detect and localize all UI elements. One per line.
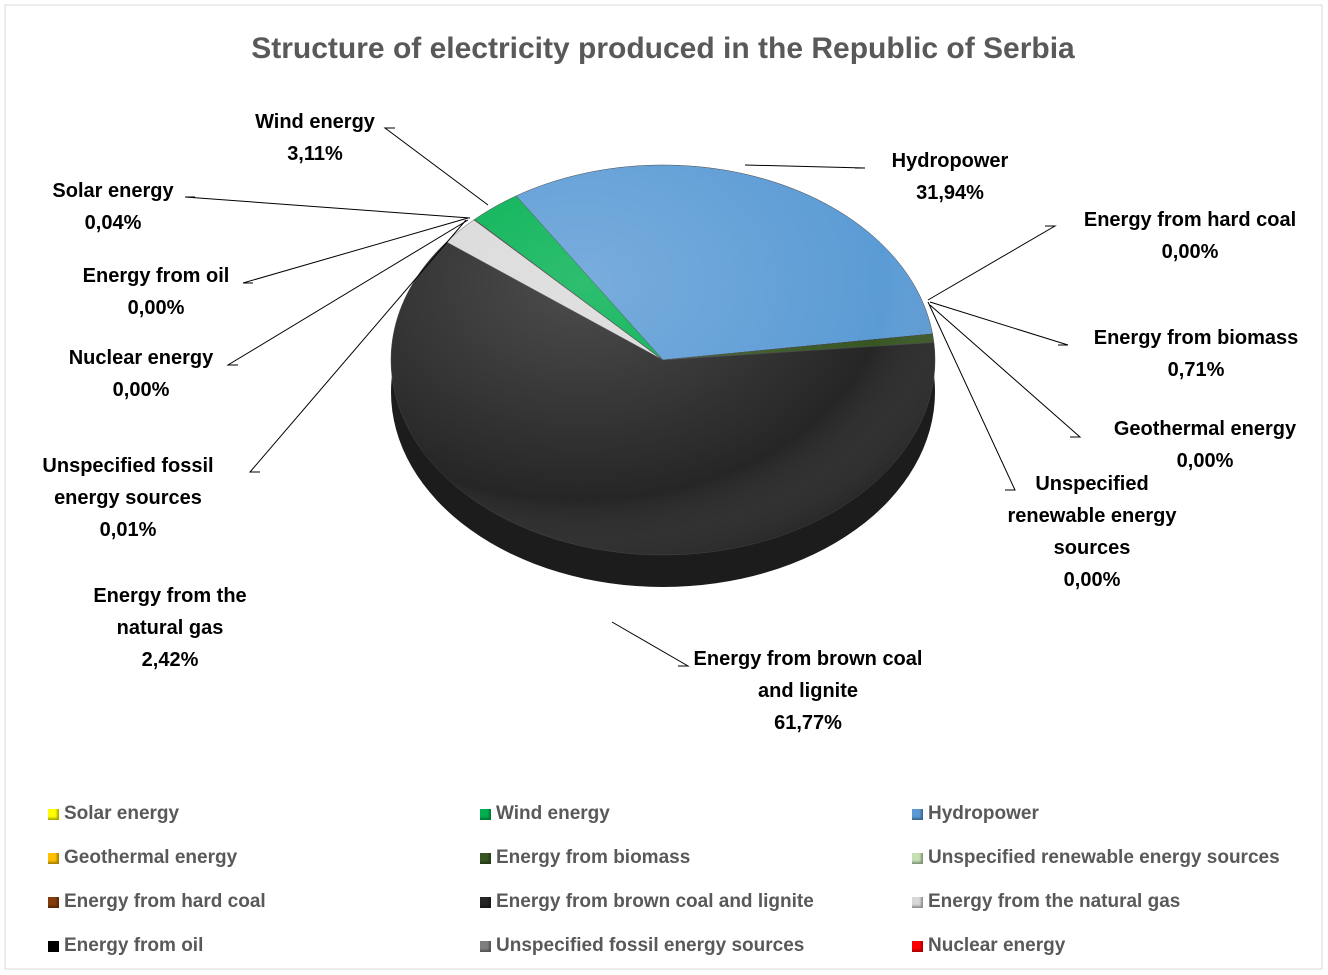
legend-swatch bbox=[480, 940, 491, 952]
legend-label: Unspecified renewable energy sources bbox=[928, 847, 1280, 868]
legend-item: Energy from brown coal and lignite bbox=[480, 891, 814, 913]
leader-line bbox=[927, 301, 1016, 491]
data-label: Geothermal energy 0,00% bbox=[1055, 413, 1328, 477]
leader-line bbox=[184, 196, 471, 219]
leader-line bbox=[744, 164, 866, 169]
leader-line bbox=[383, 127, 489, 206]
legend-item: Wind energy bbox=[480, 803, 610, 825]
legend-item: Unspecified fossil energy sources bbox=[480, 935, 804, 957]
data-label-value: 3,11% bbox=[287, 143, 343, 165]
data-label-value: 0,00% bbox=[1063, 569, 1121, 591]
legend-item: Energy from the natural gas bbox=[912, 891, 1180, 913]
legend-label: Energy from biomass bbox=[496, 847, 691, 868]
legend-label: Energy from brown coal and lignite bbox=[496, 891, 814, 912]
legend-swatch bbox=[48, 940, 59, 952]
legend-label: Energy from hard coal bbox=[64, 891, 266, 912]
data-label: Energy from brown coal and lignite 61,77% bbox=[693, 643, 923, 739]
legend-label: Energy from the natural gas bbox=[928, 891, 1181, 912]
legend-label: Energy from oil bbox=[64, 935, 204, 956]
legend-swatch bbox=[912, 852, 923, 864]
legend-swatch bbox=[48, 896, 59, 908]
legend-item: Solar energy bbox=[48, 803, 179, 825]
legend-swatch bbox=[912, 808, 923, 820]
legend-label: Unspecified fossil energy sources bbox=[496, 935, 805, 956]
legend-label: Solar energy bbox=[64, 803, 180, 824]
chart-title: Structure of electricity produced in the… bbox=[251, 32, 1075, 65]
data-label-name: Nuclear energy bbox=[68, 347, 214, 369]
data-label-value: 0,00% bbox=[1161, 241, 1219, 263]
data-label: Hydropower 31,94% bbox=[800, 145, 1100, 209]
data-label-name: Wind energy bbox=[255, 111, 375, 133]
leader-line bbox=[929, 301, 1069, 346]
legend-swatch bbox=[480, 896, 491, 908]
legend-swatch bbox=[480, 808, 491, 820]
data-label-name: Unspecified renewable energy sources bbox=[1007, 473, 1177, 559]
legend-item: Geothermal energy bbox=[48, 847, 237, 869]
legend-swatch bbox=[912, 896, 923, 908]
data-label: Energy from the natural gas 2,42% bbox=[75, 580, 265, 676]
legend-item: Energy from oil bbox=[48, 935, 203, 957]
leader-line bbox=[611, 621, 690, 667]
legend-item: Energy from hard coal bbox=[48, 891, 266, 913]
data-label: Energy from hard coal 0,00% bbox=[1040, 204, 1328, 268]
data-label-name: Energy from oil bbox=[82, 265, 230, 287]
data-label-value: 61,77% bbox=[774, 712, 842, 734]
legend-swatch bbox=[48, 852, 59, 864]
legend-label: Nuclear energy bbox=[928, 935, 1066, 956]
data-label-name: Energy from brown coal and lignite bbox=[693, 648, 923, 702]
data-label: Energy from biomass 0,71% bbox=[1046, 322, 1328, 386]
data-label-value: 0,04% bbox=[84, 212, 142, 234]
legend-item: Unspecified renewable energy sources bbox=[912, 847, 1280, 869]
legend-swatch bbox=[480, 852, 491, 864]
legend-swatch bbox=[48, 808, 59, 820]
legend-label: Geothermal energy bbox=[64, 847, 238, 868]
data-label: Unspecified renewable energy sources 0,00… bbox=[992, 468, 1192, 596]
data-label-value: 31,94% bbox=[916, 182, 984, 204]
data-label-value: 0,71% bbox=[1167, 359, 1225, 381]
data-label: Solar energy 0,04% bbox=[0, 175, 263, 239]
data-label: Nuclear energy 0,00% bbox=[0, 342, 291, 406]
data-label: Wind energy 3,11% bbox=[165, 106, 465, 170]
data-label-value: 0,00% bbox=[127, 297, 185, 319]
data-label-value: 0,00% bbox=[1176, 450, 1234, 472]
legend-item: Energy from biomass bbox=[480, 847, 690, 869]
data-label-name: Geothermal energy bbox=[1113, 418, 1297, 440]
leader-line bbox=[248, 219, 467, 473]
data-label-value: 2,42% bbox=[141, 649, 199, 671]
data-label-name: Energy from hard coal bbox=[1083, 209, 1297, 231]
legend-label: Wind energy bbox=[496, 803, 610, 824]
data-label-value: 0,01% bbox=[99, 519, 157, 541]
leader-line bbox=[226, 219, 469, 366]
legend-item: Nuclear energy bbox=[912, 935, 1065, 957]
leader-line bbox=[929, 304, 1082, 438]
data-label-name: Solar energy bbox=[52, 180, 174, 202]
data-label-name: Energy from the natural gas bbox=[93, 585, 247, 639]
leader-line bbox=[927, 225, 1057, 301]
data-label-name: Unspecified fossil energy sources bbox=[42, 455, 214, 509]
chart-border bbox=[4, 4, 1323, 970]
data-label-value: 0,00% bbox=[112, 379, 170, 401]
leader-line bbox=[242, 217, 469, 284]
data-label-name: Energy from biomass bbox=[1093, 327, 1299, 349]
data-label: Energy from oil 0,00% bbox=[6, 260, 306, 324]
legend-label: Hydropower bbox=[928, 803, 1039, 824]
legend-swatch bbox=[912, 940, 923, 952]
data-label: Unspecified fossil energy sources 0,01% bbox=[26, 450, 231, 546]
legend-item: Hydropower bbox=[912, 803, 1039, 825]
data-label-name: Hydropower bbox=[891, 150, 1009, 172]
